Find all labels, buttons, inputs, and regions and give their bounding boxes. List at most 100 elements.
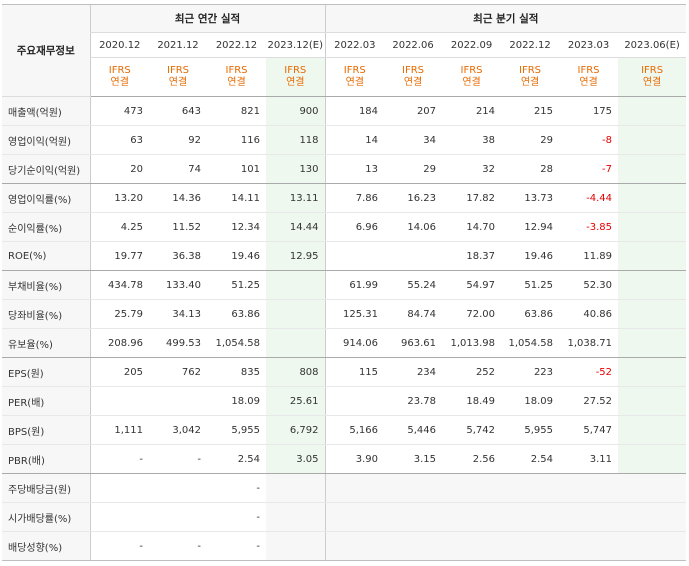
value-cell (618, 531, 687, 561)
consolidated-label: 연결 (286, 77, 305, 88)
annual-header: 최근 연간 실적 (89, 4, 326, 33)
value-cell: 6,792 (266, 415, 326, 445)
value-cell: 74 (149, 154, 207, 184)
value-cell: - (89, 531, 149, 561)
row-label: 시가배당률(%) (2, 502, 90, 532)
ifrs-label: IFRS (108, 65, 131, 76)
value-cell: - (149, 531, 207, 561)
consolidated-label: 연결 (227, 77, 246, 88)
table-row: 유보율(%) 208.96 499.53 1,054.58 914.06 963.61 1,… (2, 328, 687, 358)
value-cell (266, 328, 326, 358)
table-row: 순이익률(%) 4.25 11.52 12.34 14.44 6.96 14.06 14.70… (2, 212, 687, 242)
value-cell (384, 241, 443, 271)
value-cell: 18.09 (501, 386, 560, 416)
table-row: ROE(%) 19.77 36.38 19.46 12.95 18.37 19.46 11.8… (2, 241, 687, 271)
table-row: PBR(배) - -2.54 3.05 3.90 3.15 2.56 2.54 3.11 (2, 444, 687, 474)
row-label: 영업이익(억원) (2, 125, 90, 155)
value-cell: 92 (149, 125, 207, 155)
value-cell: 1,054.58 (207, 328, 266, 358)
table-row: BPS(원) 1,111 3,042 5,955 6,792 5,166 5,446 5,74… (2, 415, 687, 445)
value-cell: 34 (384, 125, 443, 155)
table-row: 배당성향(%) - - - (2, 531, 687, 561)
ifrs-label: IFRS (519, 65, 542, 76)
value-cell: 14 (324, 125, 385, 155)
value-cell: 38 (442, 125, 502, 155)
value-cell: 14.36 (149, 183, 207, 213)
period-header: 2022.06 (384, 32, 443, 58)
value-cell (618, 183, 687, 213)
ifrs-label: IFRS (641, 65, 664, 76)
value-cell (89, 473, 149, 503)
value-cell (89, 386, 149, 416)
row-label: 매출액(억원) (2, 96, 90, 126)
value-cell: -4.44 (559, 183, 619, 213)
value-cell (324, 531, 385, 561)
value-cell: 27.52 (559, 386, 619, 416)
value-cell: 19.77 (89, 241, 149, 271)
value-cell: 19.46 (501, 241, 560, 271)
value-cell (384, 502, 443, 532)
table-row: EPS(원) 205 762 835 808 115 234 252 223 -52 (2, 357, 687, 387)
ifrs-cell: IFRS 연결 (207, 57, 266, 97)
value-cell: 808 (266, 357, 326, 387)
value-cell: 1,111 (89, 415, 149, 445)
value-cell: 20 (89, 154, 149, 184)
value-cell (149, 473, 207, 503)
value-cell (618, 386, 687, 416)
value-cell (442, 531, 502, 561)
ifrs-cell: IFRS 연결 (618, 57, 687, 97)
value-cell (618, 154, 687, 184)
value-cell: 3.11 (559, 444, 619, 474)
value-cell: - (149, 444, 207, 474)
value-cell (618, 299, 687, 329)
value-cell (618, 212, 687, 242)
value-cell: 23.78 (384, 386, 443, 416)
value-cell: 51.25 (207, 270, 266, 300)
table-row: 시가배당률(%) - (2, 502, 687, 532)
value-cell: 18.49 (442, 386, 502, 416)
value-cell: 32 (442, 154, 502, 184)
value-cell: 900 (266, 96, 326, 126)
row-label: PER(배) (2, 386, 90, 416)
consolidated-label: 연결 (642, 77, 662, 88)
row-label: 배당성향(%) (2, 531, 90, 561)
value-cell: 3,042 (149, 415, 207, 445)
value-cell: 13.73 (501, 183, 560, 213)
value-cell: 63.86 (501, 299, 560, 329)
row-label: 순이익률(%) (2, 212, 90, 242)
table-row: PER(배) 18.09 25.61 23.78 18.49 18.09 27.52 (2, 386, 687, 416)
value-cell: 84.74 (384, 299, 443, 329)
value-cell: 13.11 (266, 183, 326, 213)
value-cell: 205 (89, 357, 149, 387)
value-cell: 29 (501, 125, 560, 155)
ifrs-cell: IFRS 연결 (559, 57, 619, 97)
period-row: 2020.12 2021.12 2022.12 2023.12(E) 2022.03 20… (2, 32, 687, 58)
value-cell: 5,955 (207, 415, 266, 445)
ifrs-label: IFRS (167, 65, 189, 76)
ifrs-cell: IFRS 연결 (149, 57, 207, 97)
period-header: 2021.12 (149, 32, 207, 58)
value-cell: - (207, 502, 266, 532)
value-cell: 19.46 (207, 241, 266, 271)
value-cell: 17.82 (442, 183, 502, 213)
ifrs-label: IFRS (577, 65, 600, 76)
value-cell (266, 502, 326, 532)
value-cell (324, 502, 385, 532)
value-cell (618, 125, 687, 155)
value-cell: 133.40 (149, 270, 207, 300)
value-cell: 207 (384, 96, 443, 126)
value-cell: - (207, 531, 266, 561)
period-header: 2020.12 (89, 32, 149, 58)
consolidated-label: 연결 (110, 77, 129, 88)
value-cell: 5,166 (324, 415, 385, 445)
value-cell (89, 502, 149, 532)
value-cell (559, 473, 619, 503)
ifrs-cell: IFRS 연결 (266, 57, 326, 97)
value-cell: 1,013.98 (442, 328, 502, 358)
table-row: 주당배당금(원) - (2, 473, 687, 503)
value-cell: - (89, 444, 149, 474)
table-row: 당기순이익(억원) 20 74 101 130 13 29 32 28 -7 (2, 154, 687, 184)
value-cell: 101 (207, 154, 266, 184)
value-cell: 11.52 (149, 212, 207, 242)
value-cell: 12.34 (207, 212, 266, 242)
